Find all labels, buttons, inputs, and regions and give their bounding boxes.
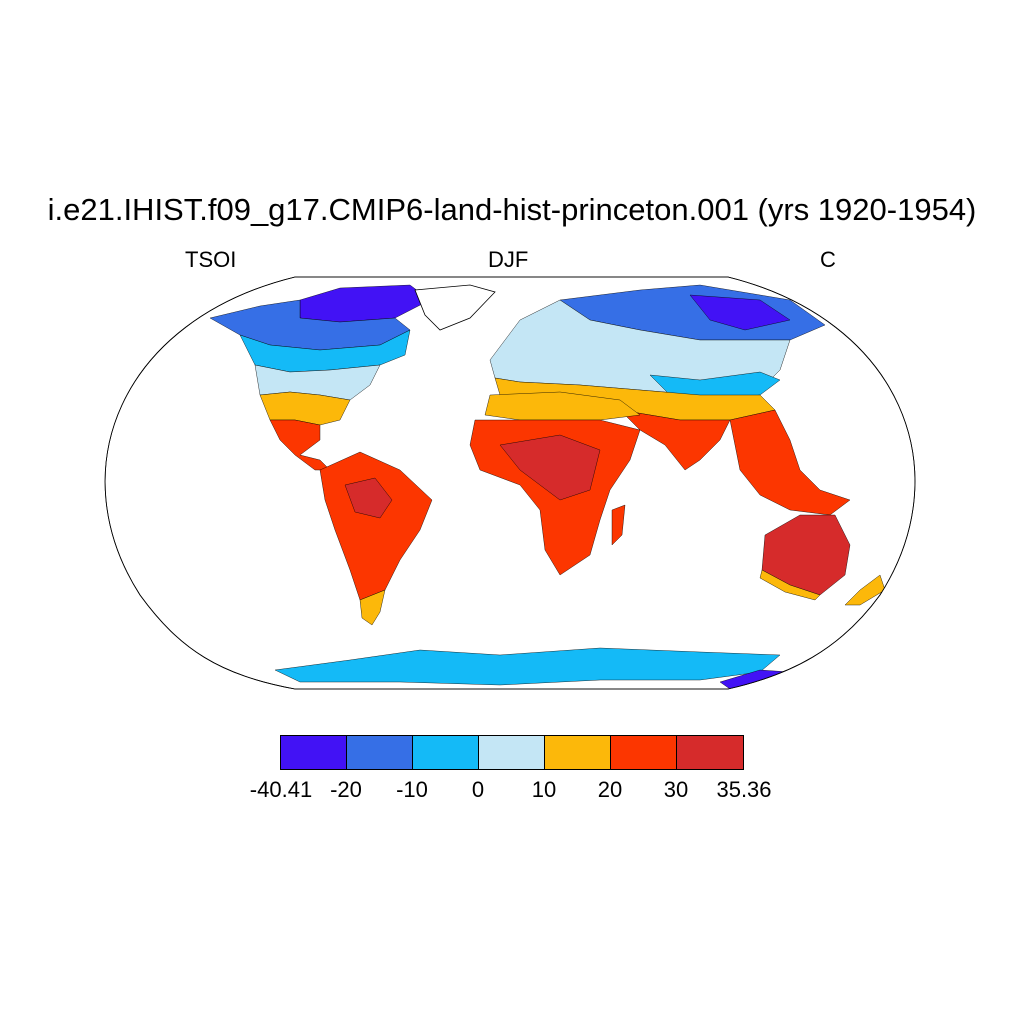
greenland [414, 284, 496, 331]
colorbar-label-4: 0 [471, 777, 485, 802]
colorbar-label-8: 35.36 [716, 777, 772, 802]
map-outline [104, 276, 916, 690]
madagascar [611, 504, 626, 546]
variable-label: TSOI [185, 247, 237, 272]
colorbar-box-4 [478, 735, 545, 770]
colorbar-label-2: -20 [330, 777, 362, 802]
south-america-hottest [344, 477, 393, 519]
plot-title: i.e21.IHIST.f09_g17.CMIP6-land-hist-prin… [47, 192, 977, 227]
antarctica-cool [274, 647, 781, 686]
colorbar-box-7 [676, 735, 744, 770]
south-america-warm [359, 589, 386, 626]
colorbar-label-5: 10 [531, 777, 557, 802]
southeast-asia-hot [729, 409, 851, 516]
colorbar-box-5 [544, 735, 611, 770]
colorbar-label-1: -40.41 [249, 777, 313, 802]
central-america-hot [269, 419, 331, 471]
units-label: C [820, 247, 836, 272]
colorbar-box-2 [346, 735, 413, 770]
australia-warm [759, 569, 821, 601]
africa-warm [484, 391, 641, 421]
colorbar-box-1 [280, 735, 347, 770]
africa-hottest [499, 434, 601, 501]
south-asia-hot [619, 409, 731, 471]
new-zealand [844, 574, 886, 606]
colorbar-label-7: 30 [663, 777, 689, 802]
colorbar-box-6 [610, 735, 677, 770]
eurasia-very-cold [689, 294, 791, 331]
colorbar-label-3: -10 [396, 777, 428, 802]
colorbar-label-6: 20 [597, 777, 623, 802]
colorbar-box-3 [412, 735, 479, 770]
season-label: DJF [488, 247, 529, 272]
